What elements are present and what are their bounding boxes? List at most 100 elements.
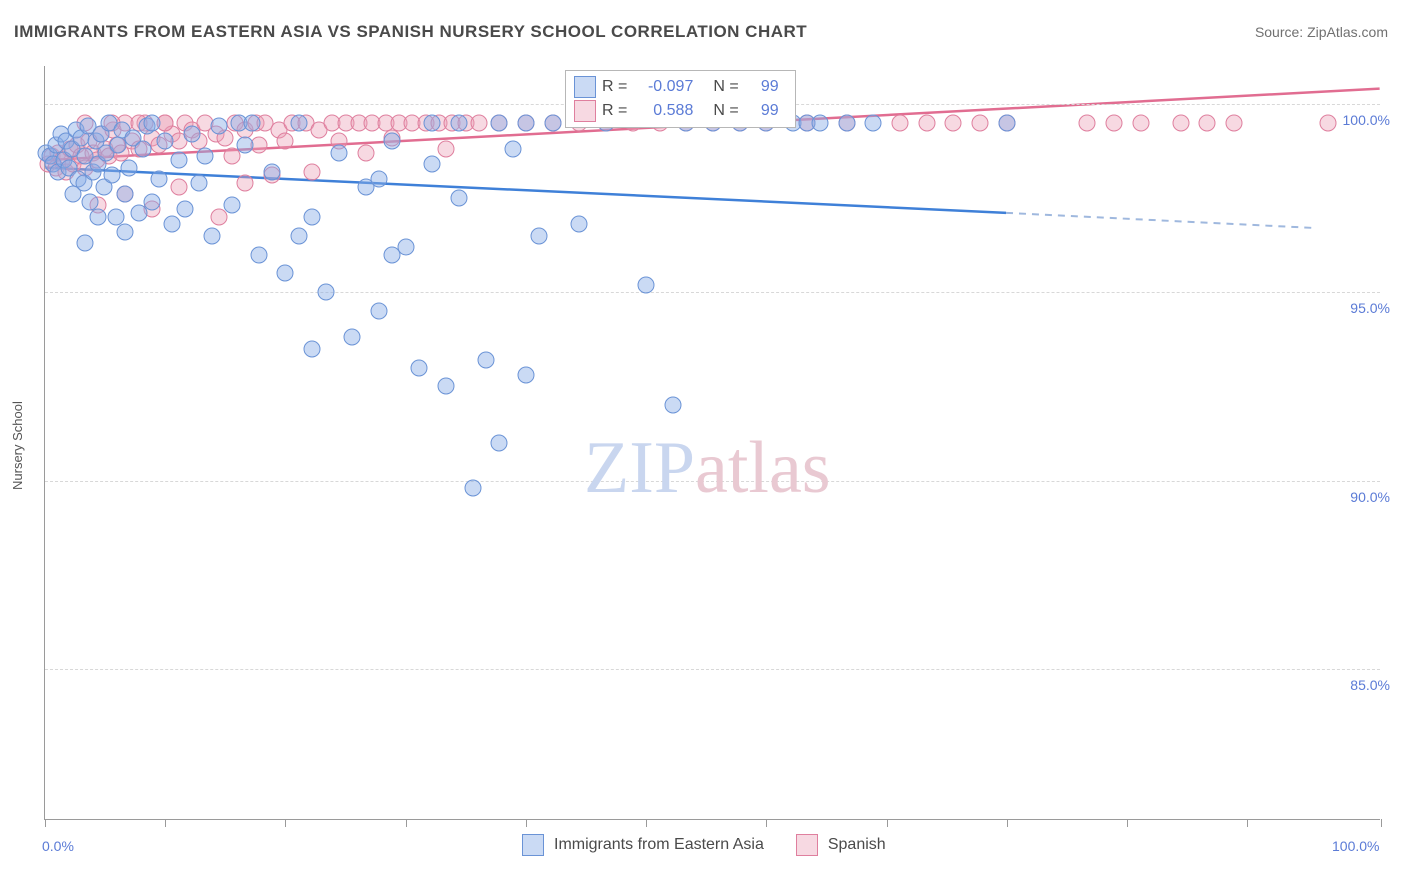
scatter-point <box>330 144 347 161</box>
scatter-point <box>317 284 334 301</box>
scatter-point <box>892 114 909 131</box>
scatter-point <box>571 216 588 233</box>
legend-swatch <box>522 834 544 856</box>
gridline-h <box>45 292 1380 293</box>
scatter-point <box>163 216 180 233</box>
scatter-point <box>250 246 267 263</box>
scatter-point <box>150 171 167 188</box>
scatter-point <box>237 137 254 154</box>
scatter-point <box>371 303 388 320</box>
scatter-point <box>190 174 207 191</box>
scatter-point <box>638 276 655 293</box>
legend-r-label: R = <box>602 102 627 120</box>
scatter-point <box>1319 114 1336 131</box>
y-axis-label: Nursery School <box>10 401 25 490</box>
scatter-point <box>304 163 321 180</box>
scatter-point <box>371 171 388 188</box>
scatter-point <box>1226 114 1243 131</box>
scatter-point <box>210 118 227 135</box>
scatter-point <box>811 114 828 131</box>
scatter-point <box>183 125 200 142</box>
scatter-point <box>117 186 134 203</box>
scatter-point <box>244 114 261 131</box>
scatter-point <box>304 340 321 357</box>
scatter-point <box>290 114 307 131</box>
x-tick <box>45 819 46 827</box>
scatter-point <box>424 156 441 173</box>
source-label: Source: ZipAtlas.com <box>1255 24 1388 40</box>
legend-series-label: Immigrants from Eastern Asia <box>554 836 764 854</box>
series-legend: Immigrants from Eastern Asia Spanish <box>522 834 908 856</box>
scatter-point <box>1079 114 1096 131</box>
chart-title: IMMIGRANTS FROM EASTERN ASIA VS SPANISH … <box>14 22 807 42</box>
plot-area <box>44 66 1380 820</box>
scatter-point <box>384 133 401 150</box>
trend-line-dashed <box>1006 213 1313 228</box>
correlation-legend-box: R =-0.097N =99R =0.588N =99 <box>565 70 796 128</box>
scatter-point <box>1172 114 1189 131</box>
scatter-point <box>384 246 401 263</box>
legend-n-label: N = <box>713 78 738 96</box>
scatter-point <box>1105 114 1122 131</box>
scatter-point <box>157 133 174 150</box>
scatter-point <box>357 144 374 161</box>
scatter-point <box>290 227 307 244</box>
y-tick-label: 95.0% <box>1350 300 1390 316</box>
scatter-point <box>117 223 134 240</box>
scatter-point <box>134 140 151 157</box>
scatter-point <box>491 435 508 452</box>
scatter-point <box>972 114 989 131</box>
scatter-point <box>304 208 321 225</box>
x-tick <box>1007 819 1008 827</box>
y-tick-label: 90.0% <box>1350 489 1390 505</box>
scatter-point <box>1132 114 1149 131</box>
x-tick <box>1247 819 1248 827</box>
scatter-point <box>437 378 454 395</box>
scatter-point <box>1199 114 1216 131</box>
legend-r-value: 0.588 <box>633 102 697 120</box>
scatter-point <box>838 114 855 131</box>
legend-n-value: 99 <box>745 78 783 96</box>
x-tick <box>285 819 286 827</box>
gridline-h <box>45 481 1380 482</box>
scatter-point <box>437 140 454 157</box>
scatter-point <box>143 193 160 210</box>
scatter-point <box>471 114 488 131</box>
scatter-point <box>411 359 428 376</box>
scatter-point <box>170 152 187 169</box>
gridline-h <box>45 669 1380 670</box>
legend-swatch <box>574 76 596 98</box>
scatter-point <box>491 114 508 131</box>
scatter-point <box>103 167 120 184</box>
legend-n-value: 99 <box>745 102 783 120</box>
scatter-point <box>77 235 94 252</box>
legend-r-label: R = <box>602 78 627 96</box>
x-tick <box>887 819 888 827</box>
x-axis-label-low: 0.0% <box>42 838 74 854</box>
scatter-point <box>517 114 534 131</box>
scatter-point <box>451 114 468 131</box>
scatter-point <box>170 178 187 195</box>
scatter-point <box>945 114 962 131</box>
scatter-point <box>177 201 194 218</box>
scatter-point <box>544 114 561 131</box>
y-tick-label: 100.0% <box>1343 112 1390 128</box>
scatter-point <box>264 163 281 180</box>
scatter-point <box>451 189 468 206</box>
legend-row: R =0.588N =99 <box>574 99 783 123</box>
x-tick <box>406 819 407 827</box>
scatter-point <box>204 227 221 244</box>
legend-swatch <box>796 834 818 856</box>
scatter-point <box>664 397 681 414</box>
scatter-point <box>918 114 935 131</box>
x-tick <box>766 819 767 827</box>
legend-series-label: Spanish <box>828 836 886 854</box>
legend-row: R =-0.097N =99 <box>574 75 783 99</box>
x-tick <box>1381 819 1382 827</box>
x-axis-label-high: 100.0% <box>1332 838 1379 854</box>
scatter-point <box>121 159 138 176</box>
scatter-point <box>344 329 361 346</box>
scatter-point <box>224 197 241 214</box>
y-tick-label: 85.0% <box>1350 677 1390 693</box>
scatter-point <box>504 140 521 157</box>
